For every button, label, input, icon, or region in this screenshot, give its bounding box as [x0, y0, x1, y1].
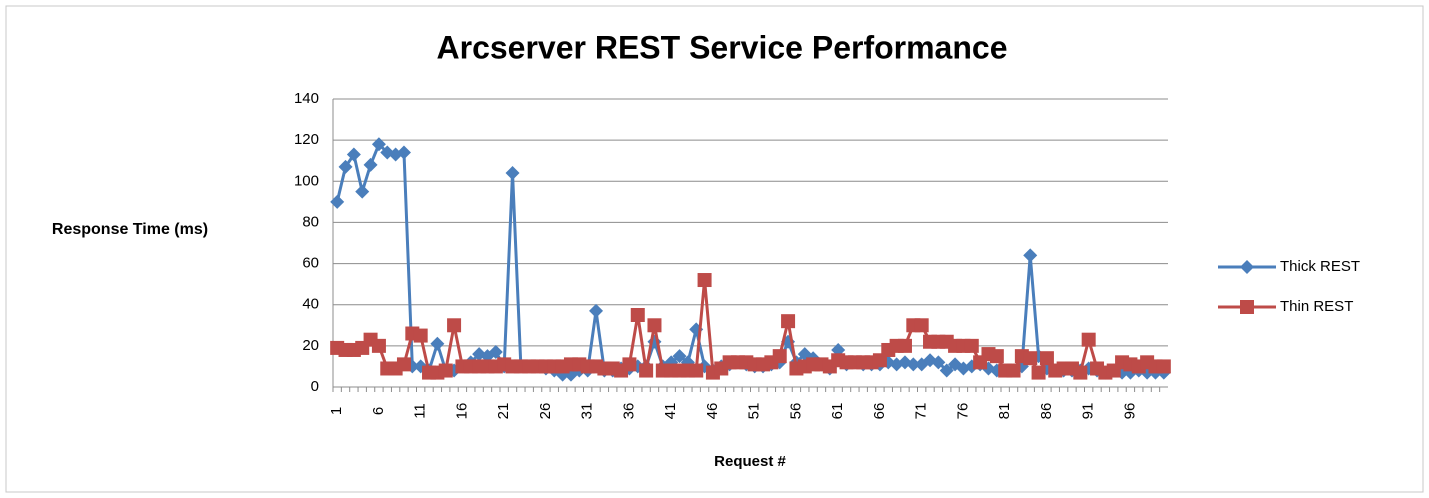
y-tick-label: 40 [302, 296, 319, 313]
point-marker [447, 318, 462, 333]
point-marker [371, 137, 386, 152]
x-tick-label: 66 [871, 403, 888, 420]
point-marker [1006, 363, 1021, 378]
point-marker [330, 194, 345, 209]
point-marker [1023, 248, 1038, 263]
point-marker [630, 308, 645, 322]
x-tick-label: 11 [412, 403, 429, 419]
point-marker [689, 363, 704, 378]
x-tick-label: 31 [579, 403, 596, 420]
point-marker [413, 328, 428, 343]
y-tick-label: 0 [311, 378, 319, 395]
x-tick-label: 26 [537, 403, 554, 420]
x-tick-label: 91 [1080, 403, 1097, 420]
y-tick-label: 120 [294, 131, 319, 148]
point-marker [346, 147, 361, 162]
point-marker [1156, 359, 1171, 374]
point-marker [430, 336, 445, 351]
y-tick-label: 20 [302, 337, 319, 354]
x-tick-label: 76 [954, 403, 971, 420]
point-marker [914, 318, 929, 333]
point-marker [1240, 300, 1254, 314]
point-marker [505, 166, 520, 181]
legend-label: Thin REST [1280, 298, 1353, 315]
x-axis-label: Request # [714, 453, 786, 470]
point-marker [1039, 351, 1054, 366]
x-tick-label: 71 [913, 403, 930, 420]
point-marker [1023, 351, 1038, 366]
point-marker [647, 318, 662, 333]
point-marker [363, 157, 378, 172]
point-marker [772, 349, 787, 364]
point-marker [355, 184, 370, 199]
point-marker [672, 349, 687, 364]
x-tick-label: 46 [704, 403, 721, 420]
point-marker [371, 338, 386, 353]
x-tick-label: 86 [1038, 403, 1055, 420]
x-tick-label: 81 [996, 403, 1013, 420]
point-marker [1073, 365, 1088, 380]
point-marker [964, 338, 979, 353]
point-marker [697, 273, 712, 288]
point-marker [931, 355, 946, 370]
x-tick-label: 6 [370, 407, 387, 415]
point-marker [1081, 332, 1096, 347]
y-axis-label: Response Time (ms) [51, 221, 209, 238]
point-marker [897, 338, 912, 353]
point-marker [589, 303, 604, 318]
point-marker [338, 159, 353, 174]
x-tick-label: 21 [495, 403, 512, 420]
point-marker [1031, 365, 1046, 380]
y-tick-label: 80 [302, 213, 319, 230]
point-marker [622, 357, 637, 372]
y-tick-label: 60 [302, 255, 319, 272]
y-tick-label: 100 [294, 172, 319, 189]
x-tick-label: 56 [787, 403, 804, 420]
point-marker [396, 145, 411, 160]
x-tick-label: 96 [1121, 403, 1138, 420]
point-marker [906, 357, 921, 372]
point-marker [939, 363, 954, 378]
point-marker [396, 357, 411, 372]
point-marker [1240, 260, 1254, 274]
x-tick-label: 41 [662, 403, 679, 420]
x-tick-label: 1 [328, 407, 345, 415]
x-tick-label: 36 [620, 403, 637, 420]
point-marker [781, 314, 796, 329]
x-tick-label: 61 [829, 403, 846, 420]
chart-title: Arcserver REST Service Performance [437, 29, 1008, 65]
chart-frame [5, 5, 1424, 493]
point-marker [438, 363, 453, 378]
x-tick-label: 51 [746, 403, 763, 420]
y-tick-label: 140 [294, 90, 319, 107]
point-marker [488, 345, 503, 360]
point-marker [639, 363, 654, 378]
legend-label: Thick REST [1280, 258, 1360, 275]
x-tick-label: 16 [453, 403, 470, 420]
point-marker [989, 349, 1004, 364]
